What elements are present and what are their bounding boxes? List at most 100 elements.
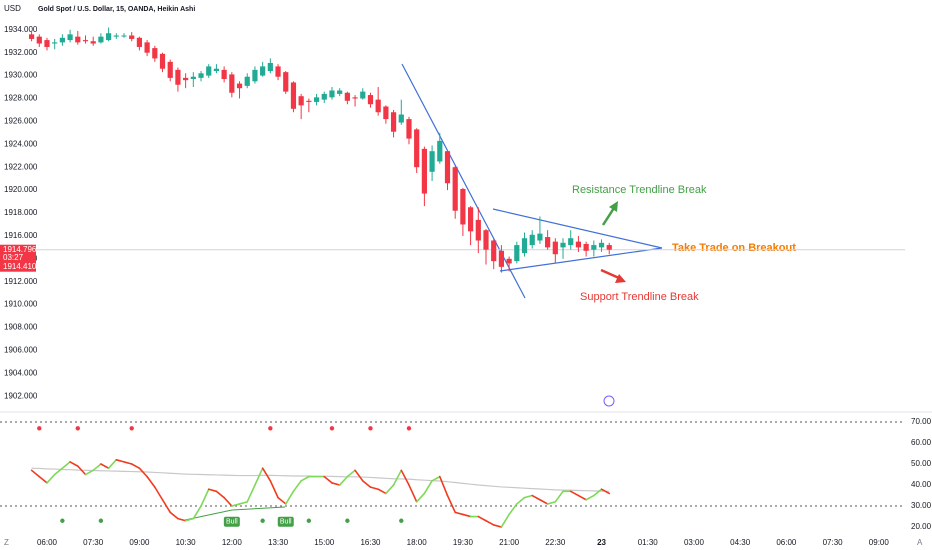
indicator-segment bbox=[53, 467, 64, 476]
x-tick-label: 01:30 bbox=[638, 538, 659, 547]
indicator-segment bbox=[546, 501, 557, 505]
candle-body bbox=[475, 219, 481, 241]
candle-body bbox=[28, 34, 35, 39]
y-tick-label: 1902.000 bbox=[4, 391, 38, 400]
candle-body bbox=[275, 66, 281, 77]
candle-body bbox=[90, 41, 96, 44]
candle-body bbox=[313, 97, 320, 102]
indicator-segment bbox=[508, 503, 518, 516]
candle-body bbox=[98, 36, 104, 43]
y-tick-label: 1934.000 bbox=[4, 25, 38, 34]
indicator-segment bbox=[485, 519, 495, 526]
candle-body bbox=[444, 151, 451, 184]
y-tick-label: 1918.000 bbox=[4, 208, 38, 217]
candle-body bbox=[414, 129, 420, 168]
y-tick-label: 1912.000 bbox=[4, 277, 38, 286]
candle-body bbox=[591, 245, 597, 250]
indicator-segment bbox=[192, 505, 202, 520]
indicator-segment bbox=[254, 467, 264, 486]
chart-title: Gold Spot / U.S. Dollar, 15, OANDA, Heik… bbox=[38, 6, 195, 13]
indicator-segment bbox=[292, 480, 302, 493]
indicator-segment bbox=[107, 459, 118, 470]
y-tick-label: 1930.000 bbox=[4, 71, 38, 80]
indicator-segment bbox=[331, 482, 341, 486]
indicator-segment bbox=[215, 490, 225, 499]
indicator-segment bbox=[200, 488, 210, 507]
indicator-segment bbox=[554, 490, 564, 503]
candle-body bbox=[352, 97, 358, 99]
candle-body bbox=[82, 40, 89, 42]
indicator-segment bbox=[123, 461, 133, 465]
signal-dot bbox=[37, 426, 42, 431]
indicator-segment bbox=[161, 498, 172, 514]
countdown: 03:27 bbox=[3, 253, 24, 262]
indicator-segment bbox=[492, 524, 503, 528]
signal-dot bbox=[268, 426, 273, 431]
signal-dot bbox=[345, 518, 350, 523]
signal-dot bbox=[406, 426, 412, 431]
corner-label: Z bbox=[4, 538, 9, 547]
trendline bbox=[492, 208, 663, 249]
candle-body bbox=[36, 36, 42, 44]
indicator-segment bbox=[431, 475, 441, 482]
arrow bbox=[601, 207, 616, 226]
candle-body bbox=[545, 237, 551, 248]
x-tick-label: 07:30 bbox=[83, 538, 104, 547]
candle-body bbox=[213, 68, 220, 72]
triangle-drawing bbox=[184, 63, 663, 521]
candle-body bbox=[491, 240, 497, 262]
candle-body bbox=[236, 83, 243, 89]
indicator-segment bbox=[284, 490, 295, 505]
candle-body bbox=[506, 258, 512, 264]
candle-body bbox=[375, 99, 381, 113]
y2-tick-label: 60.00 bbox=[911, 438, 932, 447]
indicator-segment bbox=[585, 494, 595, 501]
candle-body bbox=[606, 245, 612, 250]
indicator-segment bbox=[46, 473, 56, 484]
indicator-segment bbox=[523, 494, 534, 499]
indicator-segment bbox=[415, 492, 426, 503]
x-tick-label: 13:30 bbox=[268, 538, 289, 547]
indicator-segment bbox=[177, 517, 187, 522]
candle-body bbox=[437, 140, 443, 162]
x-tick-label: 19:30 bbox=[453, 538, 474, 547]
candle-body bbox=[206, 66, 212, 76]
indicator-segment bbox=[539, 498, 549, 505]
indicator-segment bbox=[92, 463, 102, 472]
indicator-segment bbox=[385, 484, 395, 495]
indicator-segment bbox=[269, 480, 279, 499]
candle-body bbox=[106, 33, 112, 41]
price-label-box bbox=[0, 244, 36, 272]
annotation: Support Trendline Break bbox=[580, 291, 699, 303]
signal-dot bbox=[329, 426, 335, 431]
currency: USD bbox=[4, 4, 21, 13]
x-tick-label: 15:00 bbox=[314, 538, 335, 547]
indicator-segment bbox=[516, 496, 526, 505]
x-tick-label: 03:00 bbox=[684, 538, 705, 547]
y2-tick-label: 70.00 bbox=[911, 417, 932, 426]
x-tick-label: 22:30 bbox=[545, 538, 566, 547]
signal-dot bbox=[306, 518, 312, 523]
candle-body bbox=[167, 61, 173, 78]
candle-body bbox=[190, 76, 196, 80]
indicator-segment bbox=[30, 469, 41, 478]
indicator-segment bbox=[261, 467, 272, 482]
candle-body bbox=[221, 69, 227, 80]
indicator-segment bbox=[377, 488, 387, 495]
candle-body bbox=[468, 207, 474, 232]
signal-dot bbox=[368, 426, 373, 431]
indicator-segment bbox=[408, 484, 418, 503]
x-tick-label: 23 bbox=[597, 538, 606, 547]
indicator-segment bbox=[446, 494, 456, 514]
indicator-segment bbox=[169, 511, 179, 520]
x-tick-label: 06:00 bbox=[37, 538, 58, 547]
candle-body bbox=[598, 242, 605, 248]
candle-body bbox=[560, 242, 566, 248]
indicator-segment bbox=[423, 480, 433, 495]
indicator-segment bbox=[438, 475, 449, 497]
candle-body bbox=[260, 66, 266, 76]
candle-body bbox=[421, 148, 427, 194]
candle-body bbox=[283, 72, 289, 92]
